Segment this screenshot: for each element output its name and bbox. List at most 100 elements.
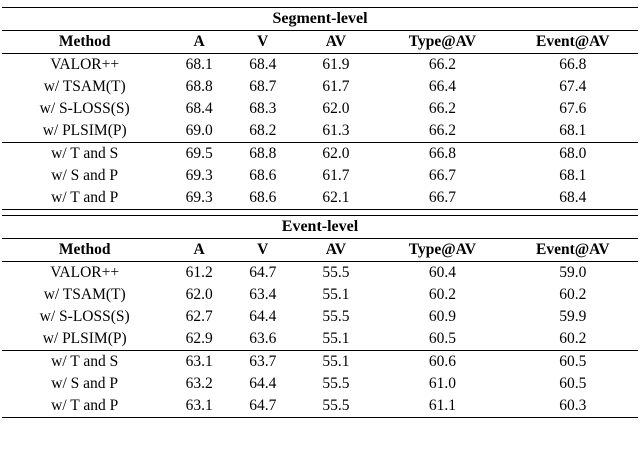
value-cell: 68.6: [230, 187, 295, 210]
table-row: Segment-level: [2, 7, 638, 31]
value-cell: 62.0: [294, 142, 378, 165]
value-cell: 68.1: [559, 167, 587, 184]
value-cell: 61.0: [428, 375, 456, 392]
method-cell: w/ TSAM(T): [43, 78, 126, 95]
method-cell: VALOR++: [50, 56, 120, 73]
value-cell: 68.0: [507, 142, 638, 165]
value-cell: 68.1: [559, 122, 587, 139]
table-row: w/ S and P 69.3 68.6 61.7 66.7 68.1: [2, 165, 638, 187]
value-cell: 69.3: [185, 167, 213, 184]
value-cell: 68.4: [507, 187, 638, 210]
value-cell: 60.5: [428, 330, 456, 347]
value-cell: 60.9: [428, 308, 456, 325]
value-cell: 69.5: [167, 142, 231, 165]
value-cell: 69.0: [185, 122, 213, 139]
table-row: w/ T and S 63.1 63.7 55.1 60.6 60.5: [2, 350, 638, 373]
value-cell: 64.4: [249, 375, 277, 392]
segment-level-table: Segment-level Method A V AV Type@AV Even…: [2, 7, 638, 210]
table-row: w/ TSAM(T) 62.0 63.4 55.1 60.2 60.2: [2, 284, 638, 306]
value-cell: 60.3: [507, 395, 638, 418]
value-cell: 55.1: [322, 286, 350, 303]
value-cell: 68.2: [249, 122, 277, 139]
value-cell: 68.8: [185, 78, 213, 95]
value-cell: 63.7: [230, 350, 295, 373]
table-title: Segment-level: [2, 7, 638, 31]
value-cell: 59.0: [559, 264, 587, 281]
column-header-v: V: [230, 238, 295, 262]
method-cell: w/ PLSIM(P): [42, 330, 127, 347]
value-cell: 66.8: [377, 142, 508, 165]
value-cell: 61.2: [185, 264, 213, 281]
table-row: VALOR++ 68.1 68.4 61.9 66.2 66.8: [2, 54, 638, 77]
value-cell: 62.0: [322, 100, 350, 117]
method-cell: w/ S-LOSS(S): [39, 100, 130, 117]
method-cell: w/ TSAM(T): [43, 286, 126, 303]
value-cell: 66.7: [377, 187, 508, 210]
value-cell: 64.7: [230, 395, 295, 418]
table-row: Method A V AV Type@AV Event@AV: [2, 30, 638, 54]
column-header-type-av: Type@AV: [377, 238, 508, 262]
value-cell: 66.4: [428, 78, 456, 95]
value-cell: 66.2: [428, 56, 456, 73]
method-cell: w/ T and S: [2, 142, 168, 165]
column-header-method: Method: [2, 30, 168, 54]
value-cell: 66.2: [428, 100, 456, 117]
value-cell: 68.4: [249, 56, 277, 73]
value-cell: 61.1: [377, 395, 508, 418]
table-row: w/ T and P 69.3 68.6 62.1 66.7 68.4: [2, 187, 638, 210]
value-cell: 64.4: [249, 308, 277, 325]
method-cell: w/ S and P: [51, 375, 119, 392]
value-cell: 61.3: [322, 122, 350, 139]
value-cell: 68.6: [249, 167, 277, 184]
value-cell: 66.2: [428, 122, 456, 139]
table-row: w/ TSAM(T) 68.8 68.7 61.7 66.4 67.4: [2, 76, 638, 98]
method-cell: w/ PLSIM(P): [42, 122, 127, 139]
value-cell: 68.7: [249, 78, 277, 95]
value-cell: 62.7: [185, 308, 213, 325]
column-header-method: Method: [2, 238, 168, 262]
method-cell: VALOR++: [50, 264, 120, 281]
method-cell: w/ S-LOSS(S): [39, 308, 130, 325]
value-cell: 55.1: [294, 350, 378, 373]
value-cell: 55.5: [322, 264, 350, 281]
table-title: Event-level: [2, 215, 638, 239]
value-cell: 60.2: [428, 286, 456, 303]
table-row: Method A V AV Type@AV Event@AV: [2, 238, 638, 262]
table-row: VALOR++ 61.2 64.7 55.5 60.4 59.0: [2, 262, 638, 285]
value-cell: 68.1: [185, 56, 213, 73]
column-header-event-av: Event@AV: [507, 238, 638, 262]
table-row: w/ S-LOSS(S) 62.7 64.4 55.5 60.9 59.9: [2, 306, 638, 328]
value-cell: 67.4: [559, 78, 587, 95]
value-cell: 63.2: [185, 375, 213, 392]
column-header-a: A: [167, 30, 231, 54]
value-cell: 60.5: [507, 350, 638, 373]
table-row: Event-level: [2, 215, 638, 239]
value-cell: 61.7: [322, 78, 350, 95]
method-cell: w/ S and P: [51, 167, 119, 184]
method-cell: w/ T and P: [2, 187, 168, 210]
value-cell: 55.5: [322, 375, 350, 392]
value-cell: 64.7: [249, 264, 277, 281]
value-cell: 60.2: [559, 286, 587, 303]
value-cell: 68.3: [249, 100, 277, 117]
value-cell: 63.4: [249, 286, 277, 303]
value-cell: 55.1: [322, 330, 350, 347]
value-cell: 63.6: [249, 330, 277, 347]
value-cell: 60.5: [559, 375, 587, 392]
value-cell: 60.4: [428, 264, 456, 281]
value-cell: 60.6: [377, 350, 508, 373]
column-header-a: A: [167, 238, 231, 262]
table-row: w/ T and S 69.5 68.8 62.0 66.8 68.0: [2, 142, 638, 165]
value-cell: 69.3: [167, 187, 231, 210]
value-cell: 62.1: [294, 187, 378, 210]
table-row: w/ S-LOSS(S) 68.4 68.3 62.0 66.2 67.6: [2, 98, 638, 120]
value-cell: 66.7: [428, 167, 456, 184]
value-cell: 55.5: [294, 395, 378, 418]
table-row: w/ S and P 63.2 64.4 55.5 61.0 60.5: [2, 373, 638, 395]
value-cell: 62.9: [185, 330, 213, 347]
value-cell: 67.6: [559, 100, 587, 117]
column-header-v: V: [230, 30, 295, 54]
event-level-table: Event-level Method A V AV Type@AV Event@…: [2, 215, 638, 418]
table-row: w/ PLSIM(P) 62.9 63.6 55.1 60.5 60.2: [2, 328, 638, 351]
